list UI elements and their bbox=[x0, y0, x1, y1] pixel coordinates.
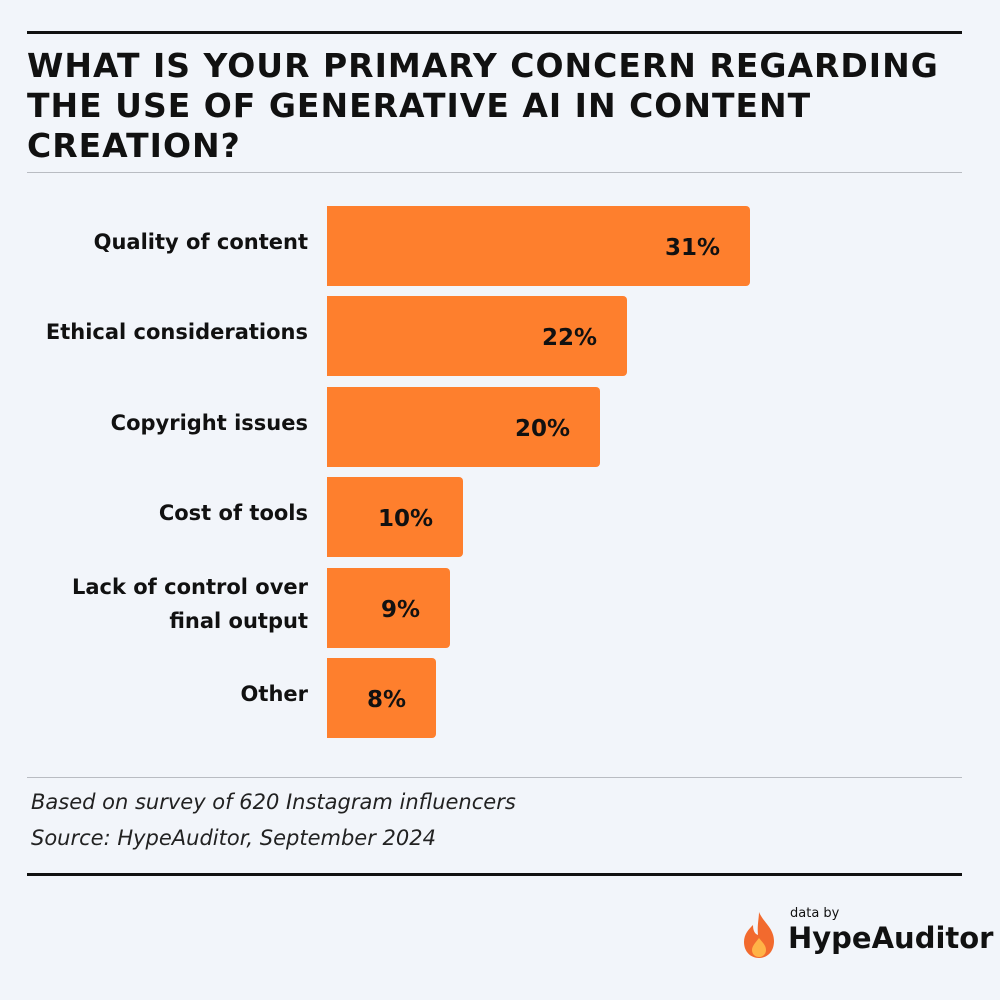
bottom-rule bbox=[27, 873, 962, 876]
brand-name: HypeAuditor bbox=[788, 921, 994, 955]
category-label: Lack of control over final output bbox=[71, 575, 308, 633]
category-label: Copyright issues bbox=[110, 411, 308, 435]
source-note: Source: HypeAuditor, September 2024 bbox=[31, 826, 436, 850]
bar-value-label: 20% bbox=[514, 416, 570, 442]
category-label: Other bbox=[240, 682, 308, 706]
bar-value-label: 8% bbox=[366, 687, 406, 713]
bar-value-label: 10% bbox=[377, 506, 433, 532]
bar-value-label: 22% bbox=[541, 325, 597, 351]
bar bbox=[327, 387, 600, 467]
title-divider bbox=[27, 172, 962, 173]
flame-icon bbox=[744, 912, 774, 958]
top-rule bbox=[27, 31, 962, 34]
survey-note: Based on survey of 620 Instagram influen… bbox=[31, 790, 516, 814]
bar bbox=[327, 477, 463, 557]
brand-prefix: data by bbox=[790, 906, 840, 921]
brand-logo: data by HypeAuditor bbox=[740, 906, 993, 964]
category-label: Cost of tools bbox=[158, 501, 308, 525]
bar bbox=[327, 296, 627, 376]
bar bbox=[327, 568, 450, 648]
bar-value-label: 9% bbox=[380, 597, 420, 623]
bar-value-label: 31% bbox=[664, 235, 720, 261]
category-label: Ethical considerations bbox=[45, 320, 308, 344]
bar bbox=[327, 206, 750, 286]
category-label: Quality of content bbox=[93, 230, 308, 254]
footnote-divider bbox=[27, 777, 962, 778]
bar bbox=[327, 658, 436, 738]
chart-title: What is your primary concern regarding t… bbox=[27, 46, 939, 165]
